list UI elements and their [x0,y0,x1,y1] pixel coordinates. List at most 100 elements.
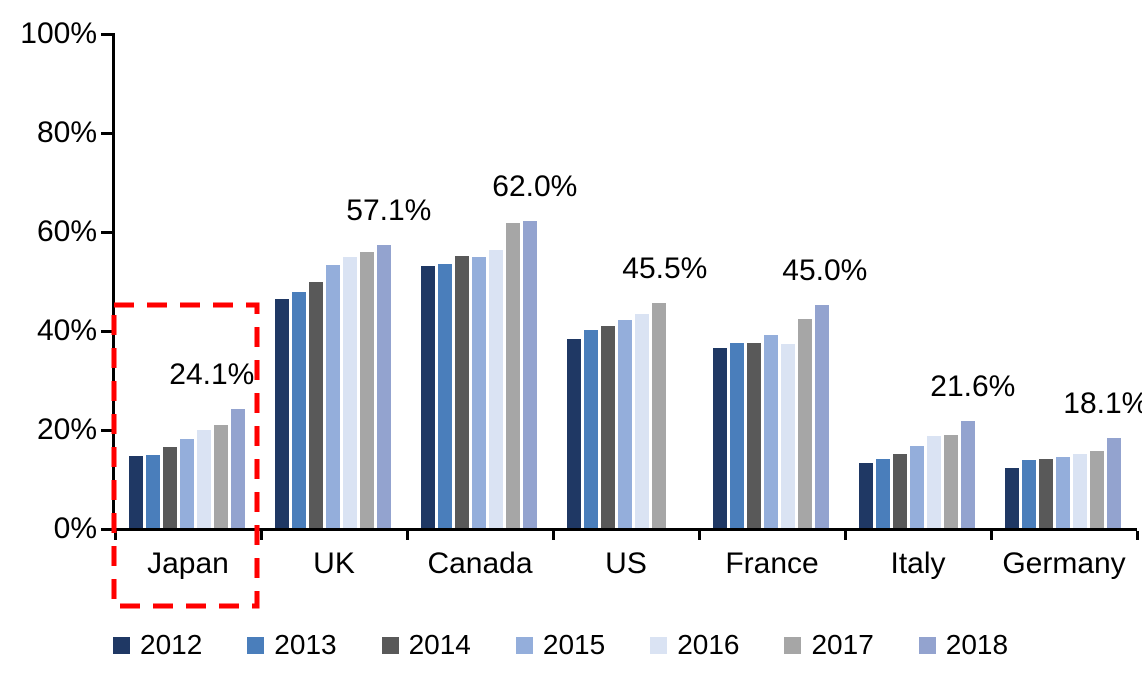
bar-italy-2017 [943,434,959,528]
legend-item-label: 2018 [945,629,1009,660]
x-axis-category-label-germany: Germany [1002,547,1126,580]
x-axis-tick [260,531,263,540]
bar-japan-2018 [230,408,246,528]
legend-swatch-2012 [113,636,130,654]
x-axis-tick [1136,531,1139,540]
data-label: 24.1% [169,357,255,391]
data-label: 21.6% [930,370,1016,404]
bar-us-2015 [617,320,633,528]
y-axis-tick-label: 100% [20,17,97,50]
x-axis-category-label-canada: Canada [427,547,533,580]
bar-italy-2015 [909,445,925,528]
bar-france-2015 [763,334,779,528]
bar-canada-2016 [488,249,504,528]
bar-canada-2018 [522,221,538,528]
bar-canada-2015 [471,257,487,528]
x-axis-tick [114,531,117,540]
bar-uk-2014 [308,281,324,528]
data-label: 62.0% [492,170,578,204]
x-axis-line [112,528,1137,531]
bar-germany-2015 [1055,457,1071,528]
bar-uk-2012 [274,298,290,528]
legend-item-label: 2015 [542,629,606,660]
y-axis-tick [101,330,112,333]
bar-japan-2012 [128,455,144,528]
bar-uk-2016 [342,257,358,528]
x-axis-category-label-france: France [725,547,819,580]
bar-germany-2018 [1106,438,1122,528]
x-axis-category-label-italy: Italy [890,547,946,580]
legend-swatch-2016 [650,636,668,654]
y-axis-tick-label: 80% [36,116,97,149]
bar-uk-2017 [359,251,375,528]
bar-us-2016 [634,314,650,528]
y-axis-tick [101,33,112,36]
bar-france-2014 [746,342,762,528]
bar-italy-2012 [858,463,874,528]
data-label: 18.1% [1063,387,1142,421]
bar-canada-2012 [420,266,436,528]
legend-swatch-2015 [515,636,533,654]
legend-item-2013: 2013 [247,631,337,659]
legend-swatch-2017 [784,636,802,654]
bar-japan-2013 [145,454,161,528]
legend-item-2015: 2015 [515,629,606,660]
y-axis-tick-label: 20% [36,413,97,446]
y-axis-tick [101,429,112,432]
legend-swatch-2014 [381,636,399,654]
legend-item-2016: 2016 [650,631,739,659]
legend-swatch-2013 [247,636,265,654]
legend-swatch-2018 [918,636,936,654]
bar-uk-2015 [325,265,341,528]
bar-canada-2013 [437,264,453,528]
x-axis-category-label-uk: UK [313,547,355,580]
bar-us-2013 [583,330,599,528]
y-axis-tick-label: 40% [36,314,97,347]
bar-france-2018 [814,305,830,528]
x-axis-tick [844,531,847,540]
legend-item-label: 2017 [811,629,874,660]
bar-canada-2017 [505,223,521,528]
bar-italy-2014 [892,454,908,528]
bar-canada-2014 [454,256,470,528]
y-axis-tick-label: 0% [53,512,97,545]
bar-japan-2014 [162,446,178,528]
bar-italy-2013 [875,459,891,528]
legend: 2012 2013 2014 2015 2016 2017 2018 [113,631,1008,659]
bar-italy-2016 [926,435,942,528]
x-axis-category-label-us: US [605,547,647,580]
legend-item-2017: 2017 [784,629,874,660]
y-axis-tick-label: 60% [36,215,97,248]
x-axis-tick [698,531,701,540]
y-axis-tick [101,528,112,531]
x-axis-tick [552,531,555,540]
bar-uk-2013 [291,291,307,528]
legend-item-2012: 2012 [113,631,202,659]
bar-japan-2017 [213,424,229,528]
bar-japan-2016 [196,429,212,528]
data-label: 45.0% [782,254,868,288]
bar-germany-2012 [1004,468,1020,528]
legend-item-2018: 2018 [918,629,1009,660]
bar-france-2016 [780,343,796,528]
bar-france-2013 [729,342,745,528]
bar-us-2012 [566,338,582,528]
bar-germany-2017 [1089,450,1105,528]
bar-germany-2014 [1038,459,1054,528]
bar-germany-2016 [1072,454,1088,528]
y-axis-tick [101,231,112,234]
legend-item-label: 2016 [677,629,740,660]
data-label: 45.5% [622,251,708,285]
bar-italy-2018 [960,421,976,528]
legend-item-label: 2014 [408,629,471,660]
x-axis-tick [406,531,409,540]
bar-us-2014 [600,326,616,528]
x-axis-tick [990,531,993,540]
legend-item-label: 2012 [140,629,203,660]
bar-us-2017 [651,302,667,528]
y-axis-tick [101,132,112,135]
bar-japan-2015 [179,439,195,528]
x-axis-category-label-japan: Japan [147,547,229,580]
y-axis-line [112,33,115,531]
